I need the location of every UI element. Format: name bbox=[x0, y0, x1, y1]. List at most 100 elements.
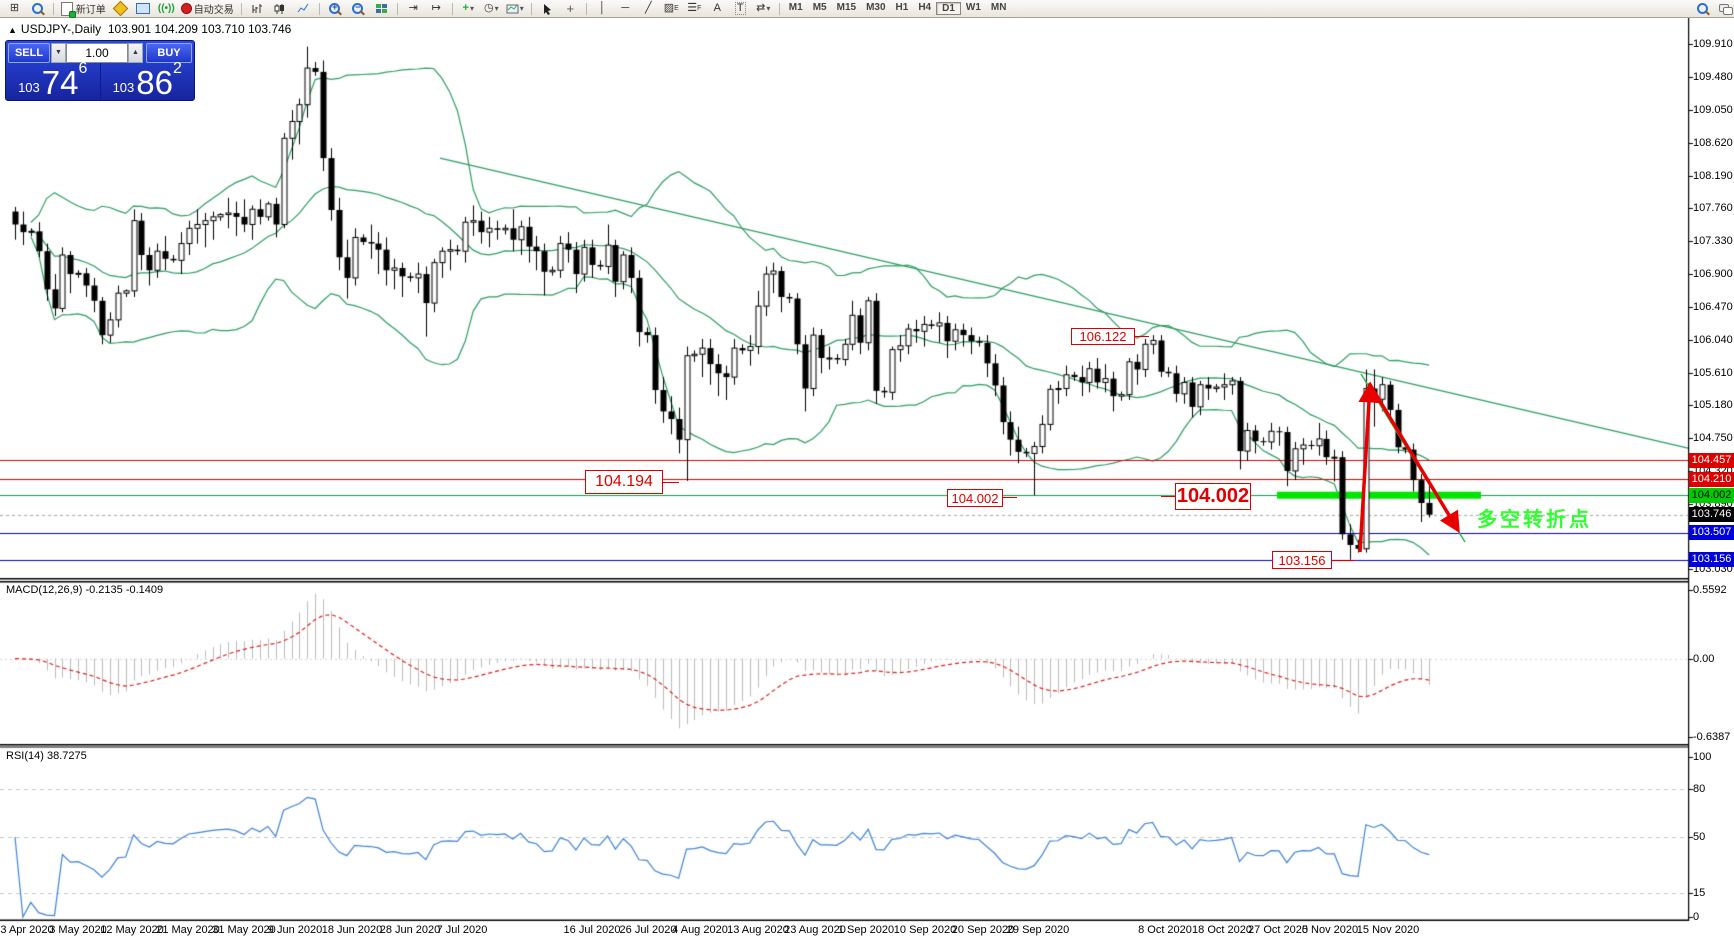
fibonacci-tool-icon[interactable]: ☰ F bbox=[687, 2, 702, 14]
bull-bear-turning-point-note[interactable]: 多空转折点 bbox=[1477, 509, 1592, 531]
buy-price-pip: 2 bbox=[173, 60, 182, 77]
price-level-badge: 103.507 bbox=[1689, 525, 1734, 541]
vertical-line-tool-icon[interactable]: │ bbox=[598, 2, 606, 14]
macd-axis-label: -0.6387 bbox=[1693, 731, 1731, 743]
line-chart-icon[interactable] bbox=[292, 0, 315, 17]
date-axis-label: 1 Sep 2020 bbox=[837, 924, 895, 936]
volume-decrease-button[interactable]: ▼ bbox=[51, 42, 66, 63]
period-clock-icon[interactable]: ◷ ▾ bbox=[483, 2, 499, 14]
bar-chart-icon[interactable] bbox=[246, 0, 269, 17]
volume-increase-button[interactable]: ▲ bbox=[128, 42, 143, 63]
rsi-axis-label: 80 bbox=[1693, 783, 1706, 795]
buy-price-big: 86 bbox=[136, 63, 173, 101]
buy-price[interactable]: 103 86 2 bbox=[101, 60, 195, 101]
price-annotation-label[interactable]: 104.002 bbox=[947, 489, 1003, 507]
buy-price-figure: 103 bbox=[112, 80, 135, 95]
rsi-axis-label: 15 bbox=[1693, 887, 1706, 899]
date-axis-label: 28 Jun 2020 bbox=[379, 924, 441, 936]
cursor-tool-icon[interactable] bbox=[536, 0, 559, 17]
chart-shift-icon[interactable]: ⇥ bbox=[408, 2, 418, 14]
date-axis-label: 12 May 2020 bbox=[100, 924, 164, 936]
macd-axis-label: 0.5592 bbox=[1693, 584, 1727, 596]
search-icon[interactable] bbox=[1691, 0, 1714, 17]
main-toolbar: ⊞ 新订单 ((•)) 自动交易 + − ⇥ ↦ + ▾ ◷ ▾ ▾ + │ ─ ╱… bbox=[0, 0, 1734, 18]
symbol-ohlc-line: ▲ USDJPY-,Daily 103.901 104.209 103.710 1… bbox=[8, 22, 291, 36]
templates-icon[interactable]: ▾ bbox=[503, 0, 527, 17]
date-axis-label: 15 Nov 2020 bbox=[1356, 924, 1420, 936]
date-axis-label: 23 Aug 2020 bbox=[784, 924, 846, 936]
date-axis-label: 18 Jun 2020 bbox=[321, 924, 383, 936]
add-indicator-icon[interactable]: + ▾ bbox=[462, 2, 474, 14]
price-annotation-label[interactable]: 103.156 bbox=[1272, 551, 1332, 569]
timeframe-m5[interactable]: M5 bbox=[812, 2, 827, 13]
annotation-connector bbox=[663, 482, 679, 483]
text-label-tool-icon[interactable]: T bbox=[734, 2, 746, 15]
timeframe-d1[interactable]: D1 bbox=[936, 2, 961, 15]
zoom-in-icon[interactable]: + bbox=[324, 0, 347, 17]
price-axis-label: 104.750 bbox=[1693, 432, 1733, 445]
sell-price[interactable]: 103 74 6 bbox=[6, 61, 101, 100]
timeframe-h4[interactable]: H4 bbox=[918, 2, 932, 13]
candlestick-chart-icon[interactable] bbox=[269, 0, 292, 17]
price-axis-label: 107.760 bbox=[1693, 202, 1733, 215]
timeframe-mn[interactable]: MN bbox=[990, 2, 1007, 13]
crosshair-tool-icon[interactable]: + bbox=[566, 1, 575, 16]
timeframe-group: M1 M5 M15 M30 H1 H4 D1 W1 MN bbox=[784, 2, 1012, 15]
metaeditor-icon[interactable] bbox=[109, 0, 132, 17]
timeframe-w1[interactable]: W1 bbox=[965, 2, 981, 13]
price-axis-label: 106.040 bbox=[1693, 333, 1733, 346]
autotrading-label: 自动交易 bbox=[193, 5, 234, 16]
price-axis-label: 106.470 bbox=[1693, 300, 1733, 313]
new-order-button[interactable]: 新订单 bbox=[58, 0, 109, 18]
text-tool-icon[interactable]: A bbox=[713, 2, 721, 14]
annotation-connector bbox=[1135, 336, 1149, 337]
rsi-axis-label: 50 bbox=[1693, 831, 1706, 843]
macd-axis-label: 0.00 bbox=[1693, 652, 1715, 665]
timeframe-m1[interactable]: M1 bbox=[788, 2, 803, 13]
symbol-name: USDJPY-,Daily bbox=[20, 22, 102, 36]
price-axis-label: 103.030 bbox=[1693, 563, 1733, 576]
sell-button[interactable]: SELL bbox=[8, 42, 50, 63]
price-axis-label: 108.190 bbox=[1693, 169, 1733, 182]
timeframe-m15[interactable]: M15 bbox=[836, 2, 857, 13]
price-annotation-label[interactable]: 104.194 bbox=[585, 470, 663, 494]
date-axis-label: 13 Aug 2020 bbox=[727, 924, 789, 936]
date-axis-label: 10 Sep 2020 bbox=[893, 924, 957, 936]
community-chat-icon[interactable] bbox=[1714, 0, 1734, 17]
date-axis-label: 8 Oct 2020 bbox=[1138, 924, 1192, 936]
price-axis-label: 105.610 bbox=[1693, 366, 1733, 379]
price-axis-label: 107.330 bbox=[1693, 235, 1733, 248]
terminal-icon[interactable] bbox=[132, 0, 155, 17]
channel-tool-icon[interactable]: ▨ E bbox=[663, 2, 679, 14]
arrows-tool-icon[interactable]: ⇄ ▾ bbox=[756, 2, 771, 14]
data-window-icon[interactable] bbox=[26, 0, 49, 17]
horizontal-line-tool-icon[interactable]: ─ bbox=[621, 2, 630, 14]
price-axis-label: 109.050 bbox=[1693, 104, 1733, 117]
price-level-badge: 103.156 bbox=[1689, 552, 1734, 568]
panel-collapse-icon[interactable]: ▲ bbox=[8, 25, 17, 35]
signals-icon[interactable]: ((•)) bbox=[157, 3, 175, 14]
date-axis-label: 31 May 2020 bbox=[212, 924, 276, 936]
trendline-tool-icon[interactable]: ╱ bbox=[644, 2, 652, 14]
timeframe-m30[interactable]: M30 bbox=[866, 2, 886, 13]
date-axis-label: 5 Nov 2020 bbox=[1301, 924, 1359, 936]
autotrading-button[interactable]: 自动交易 bbox=[178, 0, 237, 17]
date-axis-label: 9 Jun 2020 bbox=[267, 924, 323, 936]
date-axis-label: 3 May 2020 bbox=[49, 924, 107, 936]
rsi-axis-label: 0 bbox=[1693, 911, 1700, 923]
timeframe-h1[interactable]: H1 bbox=[895, 2, 909, 13]
volume-input[interactable]: 1.00 bbox=[66, 42, 128, 63]
rsi-axis-label: 100 bbox=[1693, 751, 1712, 763]
auto-scroll-icon[interactable]: ↦ bbox=[431, 2, 441, 14]
rsi-indicator-label: RSI(14) 38.7275 bbox=[6, 750, 87, 762]
price-axis-label: 109.480 bbox=[1693, 71, 1733, 84]
zoom-out-icon[interactable]: − bbox=[347, 0, 370, 17]
buy-button[interactable]: BUY bbox=[146, 42, 192, 63]
price-level-badge: 103.746 bbox=[1689, 507, 1734, 523]
price-annotation-label[interactable]: 104.002 bbox=[1175, 483, 1251, 510]
price-annotation-label[interactable]: 106.122 bbox=[1071, 328, 1135, 345]
tile-windows-icon[interactable] bbox=[370, 0, 393, 17]
price-level-badge: 104.002 bbox=[1689, 487, 1734, 503]
new-chart-icon[interactable]: ⊞ bbox=[9, 2, 20, 14]
